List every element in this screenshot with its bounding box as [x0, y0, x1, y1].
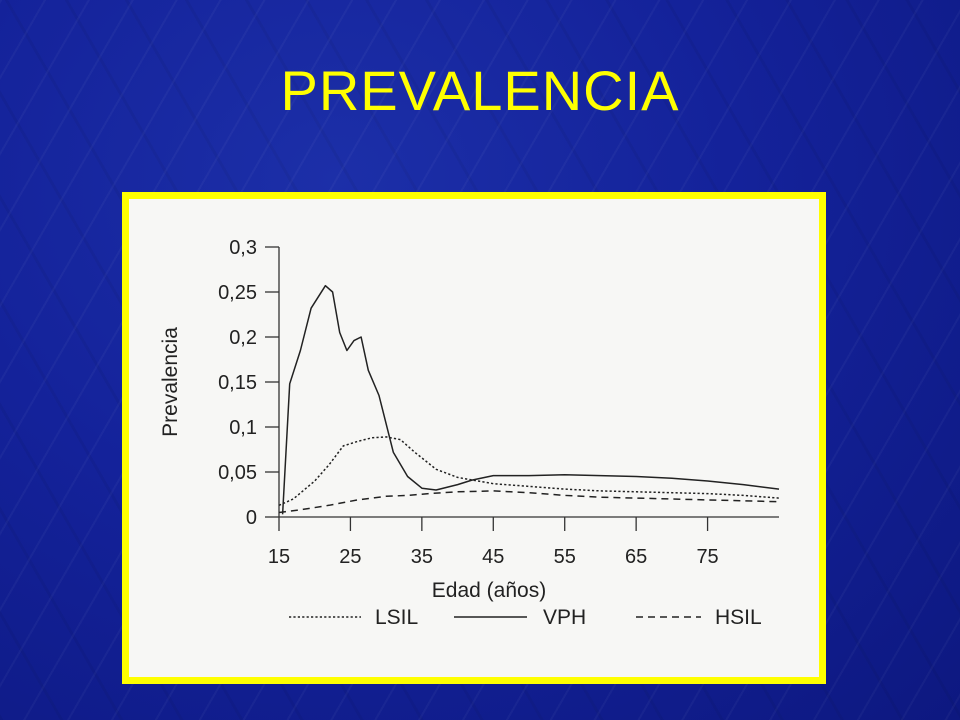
legend-label-lsil: LSIL [375, 606, 418, 629]
x-tick-label: 35 [411, 546, 433, 568]
x-tick-label: 55 [554, 546, 576, 568]
series-line-vph [281, 284, 780, 515]
legend-label-hsil: HSIL [715, 606, 762, 629]
chart-frame: 0 0,05 0,1 0,15 0,2 0,25 0,3 15 25 35 45 55 65 75 Edad… [122, 192, 826, 684]
x-tick-label: 65 [625, 546, 647, 568]
y-axis-label: Prevalencia [159, 327, 182, 437]
y-tick-label: 0,15 [218, 372, 257, 394]
y-tick-label: 0,05 [218, 462, 257, 484]
x-tick-label: 45 [482, 546, 504, 568]
prevalence-chart: 0 0,05 0,1 0,15 0,2 0,25 0,3 15 25 35 45 55 65 75 Edad… [159, 237, 780, 629]
y-tick-label: 0 [246, 507, 257, 529]
x-axis-label: Edad (años) [432, 579, 546, 602]
series-line-lsil [278, 436, 780, 506]
y-tick-label: 0,2 [229, 327, 257, 349]
y-tick-label: 0,25 [218, 282, 257, 304]
legend-label-vph: VPH [543, 606, 586, 629]
x-tick-label: 15 [268, 546, 290, 568]
x-tick-label: 25 [339, 546, 361, 568]
x-tick-label: 75 [696, 546, 718, 568]
slide-title: PREVALENCIA [280, 59, 680, 122]
y-tick-label: 0,1 [229, 417, 257, 439]
y-tick-label: 0,3 [229, 237, 257, 259]
